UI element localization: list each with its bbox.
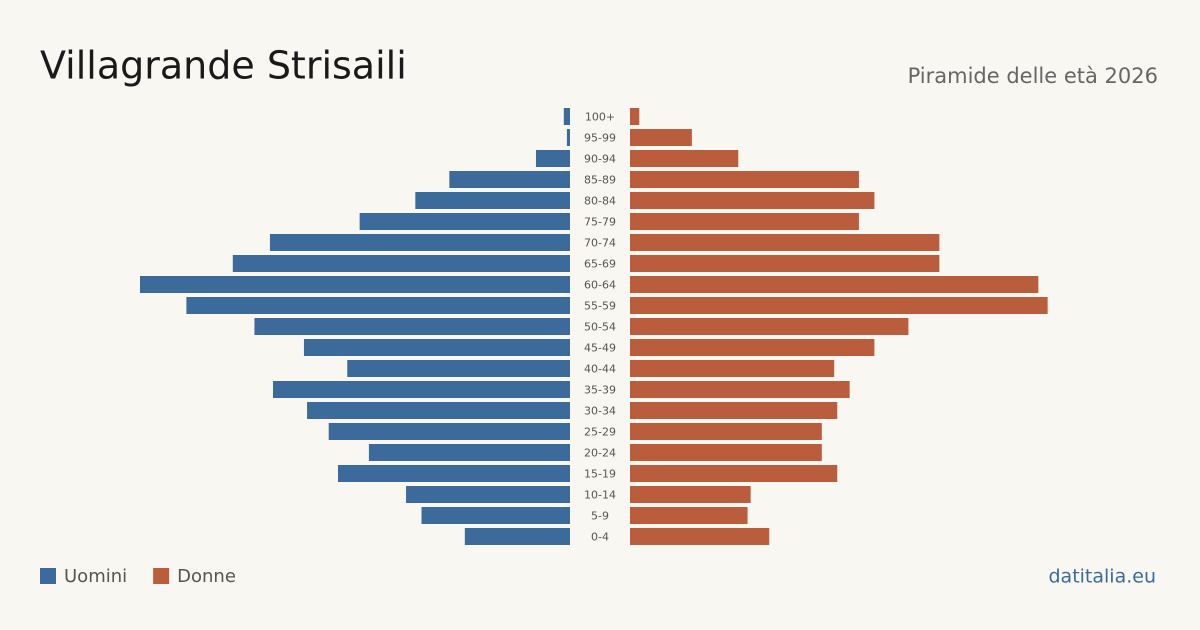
age-label: 55-59 — [584, 300, 616, 313]
age-label: 65-69 — [584, 258, 616, 271]
age-label: 95-99 — [584, 132, 616, 145]
bar — [232, 255, 570, 272]
chart-title: Villagrande Strisaili — [40, 44, 407, 88]
bar — [269, 234, 570, 251]
age-label: 20-24 — [584, 447, 616, 460]
bar — [630, 444, 822, 461]
bar — [415, 192, 570, 209]
age-label: 50-54 — [584, 321, 616, 334]
age-label: 15-19 — [584, 468, 616, 481]
age-label: 40-44 — [584, 363, 616, 376]
bar — [630, 234, 940, 251]
age-label: 35-39 — [584, 384, 616, 397]
bar — [421, 507, 570, 524]
bar — [307, 402, 570, 419]
bar — [449, 171, 570, 188]
age-label: 25-29 — [584, 426, 616, 439]
bar — [347, 360, 570, 377]
age-label: 10-14 — [584, 489, 616, 502]
bar — [630, 213, 859, 230]
age-label: 100+ — [585, 111, 615, 124]
chart-subtitle: Piramide delle età 2026 — [908, 64, 1158, 88]
bar — [254, 318, 570, 335]
bar — [630, 339, 875, 356]
bar — [359, 213, 570, 230]
age-label: 75-79 — [584, 216, 616, 229]
bar — [630, 171, 859, 188]
bar — [337, 465, 570, 482]
age-label: 70-74 — [584, 237, 616, 250]
bar — [140, 276, 570, 293]
bar — [630, 528, 770, 545]
bar — [303, 339, 570, 356]
legend-label: Uomini — [64, 566, 127, 587]
legend-swatch — [153, 568, 170, 584]
bar — [328, 423, 570, 440]
bar — [630, 360, 835, 377]
bar — [630, 192, 875, 209]
bar — [563, 108, 570, 125]
bar — [630, 381, 850, 398]
bar — [630, 150, 739, 167]
bar — [630, 486, 751, 503]
bar — [630, 318, 909, 335]
bar — [630, 402, 838, 419]
bar — [630, 297, 1048, 314]
age-label: 0-4 — [591, 531, 609, 544]
bar — [535, 150, 570, 167]
bar — [630, 423, 822, 440]
age-label: 85-89 — [584, 174, 616, 187]
age-label: 60-64 — [584, 279, 616, 292]
age-label: 45-49 — [584, 342, 616, 355]
age-label: 90-94 — [584, 153, 616, 166]
bar — [368, 444, 570, 461]
legend-swatch — [40, 568, 56, 584]
bar — [630, 255, 940, 272]
bar — [630, 465, 838, 482]
bar — [406, 486, 570, 503]
bar — [630, 108, 640, 125]
bar — [186, 297, 570, 314]
bar — [566, 129, 570, 146]
source: datitalia.eu — [1049, 566, 1157, 588]
bar — [630, 507, 748, 524]
legend-label: Donne — [177, 566, 236, 587]
bar — [630, 276, 1039, 293]
bar — [273, 381, 570, 398]
age-label: 5-9 — [591, 510, 609, 523]
bar — [464, 528, 570, 545]
age-label: 80-84 — [584, 195, 616, 208]
age-label: 30-34 — [584, 405, 616, 418]
bar — [630, 129, 692, 146]
